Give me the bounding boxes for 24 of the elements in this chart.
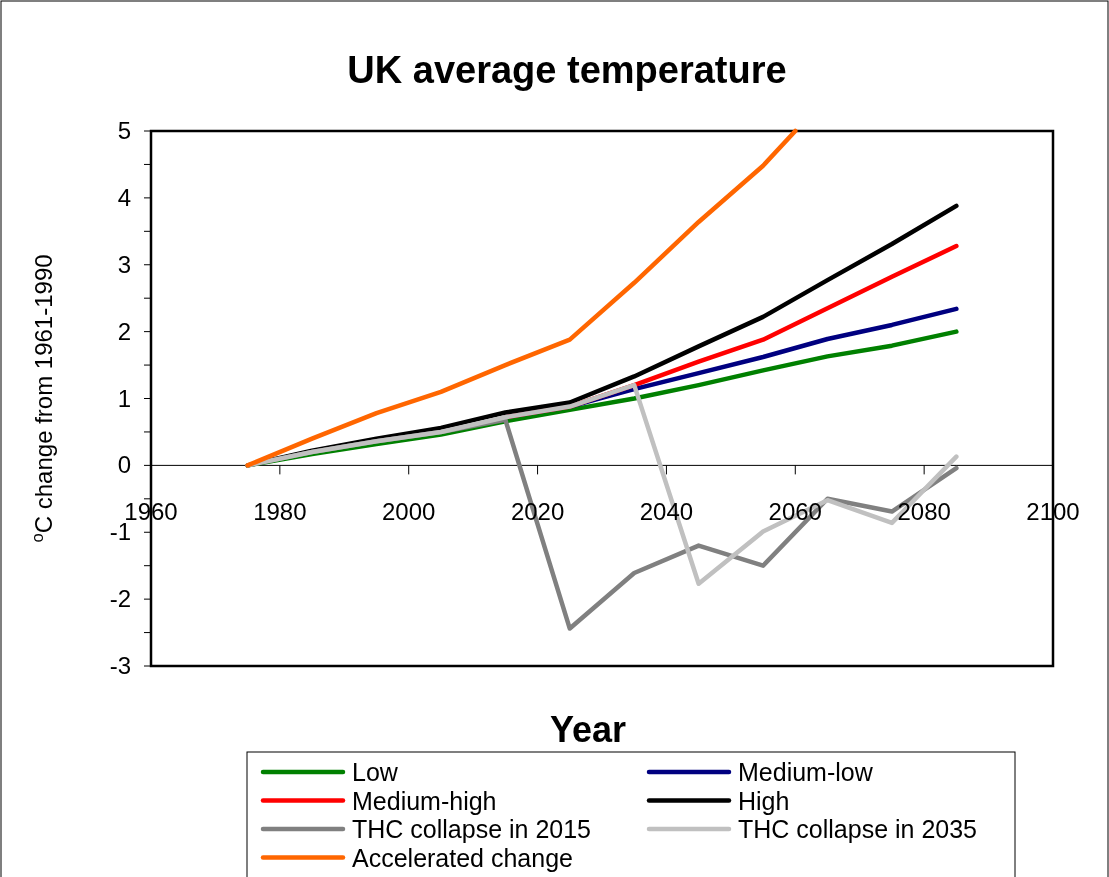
y-tick-label: 1 bbox=[117, 384, 131, 412]
x-tick-label: 2040 bbox=[639, 498, 694, 526]
y-tick-label: -3 bbox=[109, 652, 131, 679]
y-tick-label: -2 bbox=[109, 585, 131, 613]
x-axis-title: Year bbox=[549, 709, 627, 750]
legend-label: THC collapse in 2035 bbox=[738, 815, 978, 843]
y-tick-label: 4 bbox=[117, 183, 131, 211]
y-tick-label: 5 bbox=[117, 117, 131, 144]
legend-label: THC collapse in 2015 bbox=[352, 815, 592, 843]
x-tick-label: 2080 bbox=[897, 498, 951, 526]
legend-label: High bbox=[738, 786, 790, 815]
legend-label: Medium-high bbox=[352, 786, 497, 815]
legend-label: Medium-low bbox=[738, 758, 874, 786]
y-tick-label: 2 bbox=[117, 317, 131, 345]
chart-title: UK average temperature bbox=[347, 49, 787, 91]
line-series bbox=[245, 128, 798, 468]
y-tick-label: 0 bbox=[117, 451, 131, 479]
x-tick-label: 2000 bbox=[382, 498, 436, 526]
x-tick-label: 2060 bbox=[768, 498, 822, 526]
legend-label: Low bbox=[352, 758, 399, 786]
y-tick-label: 3 bbox=[117, 250, 131, 278]
x-tick-label: 2020 bbox=[510, 498, 565, 526]
x-tick-label: 1980 bbox=[253, 498, 307, 526]
legend-label: Accelerated change bbox=[352, 843, 573, 872]
